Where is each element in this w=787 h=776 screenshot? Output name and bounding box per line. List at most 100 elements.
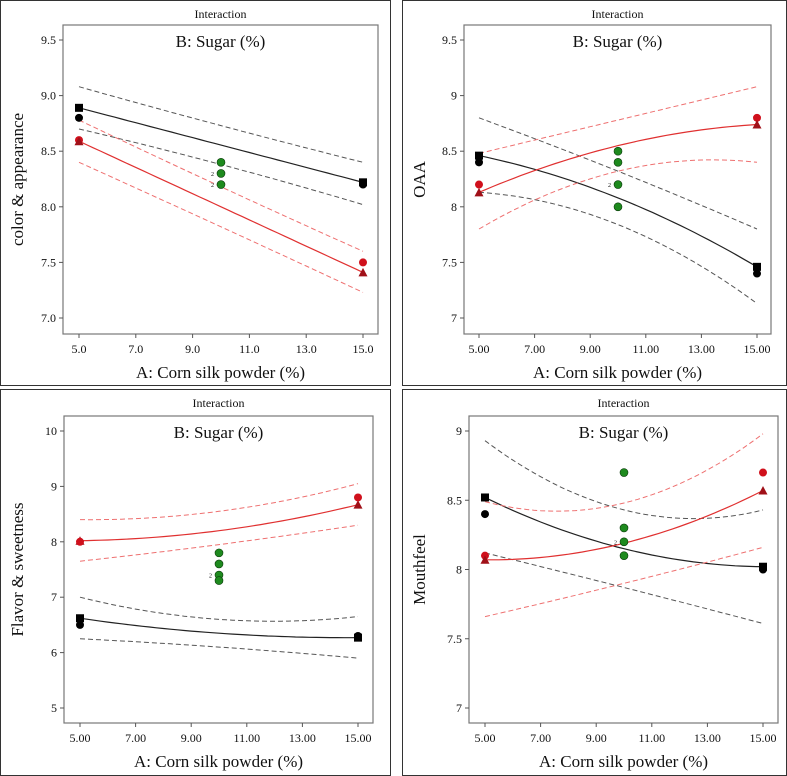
ci-upper-red — [79, 483, 359, 521]
y-tick-label: 5 — [51, 701, 57, 715]
y-tick-label: 7 — [456, 701, 462, 715]
data-point-circle — [759, 565, 767, 574]
chart-panel-mouthfeel: Interaction B: Sugar (%) 7 7.5 8 8.5 9 5.00 7.00… — [402, 389, 787, 776]
data-point-triangle — [74, 136, 84, 146]
x-tick-label: 7.0 — [128, 342, 143, 356]
point-count-label: 2 — [211, 183, 214, 189]
data-point-triangle — [358, 267, 368, 277]
y-tick-label: 9.5 — [41, 33, 56, 47]
x-tick-label: 9.0 — [185, 342, 200, 356]
y-tick-label: 7.5 — [41, 255, 56, 269]
x-tick-label: 11.00 — [633, 342, 660, 356]
ci-upper-red — [484, 433, 764, 512]
ci-lower-black — [79, 638, 359, 659]
x-tick-label: 11.00 — [234, 731, 261, 745]
point-count-label: 2 — [209, 574, 212, 580]
chart-header: Interaction — [193, 396, 245, 410]
ci-lower-red — [79, 524, 359, 562]
data-point-circle — [759, 468, 767, 477]
data-point-circle — [613, 180, 623, 189]
y-tick-label: 8 — [451, 200, 457, 214]
x-tick-label: 9.00 — [580, 342, 601, 356]
y-tick-label: 7 — [451, 311, 457, 325]
data-point-triangle — [474, 187, 484, 197]
y-tick-label: 9 — [456, 424, 462, 438]
data-point-circle — [619, 468, 629, 477]
data-point-circle — [354, 631, 362, 640]
point-count-label: 2 — [614, 540, 617, 546]
x-tick-label: 5.0 — [72, 342, 87, 356]
x-tick-label: 13.0 — [296, 342, 317, 356]
y-tick-label: 8.0 — [41, 200, 56, 214]
y-tick-label: 7.5 — [447, 632, 462, 646]
y-tick-label: 8.5 — [442, 144, 457, 158]
x-tick-label: 5.00 — [469, 342, 490, 356]
y-tick-label: 7 — [51, 590, 57, 604]
chart-panel-flavor-sweetness: Interaction B: Sugar (%) 5 6 7 8 9 10 5.00 7.00 9.… — [0, 389, 391, 776]
y-tick-label: 9 — [51, 479, 57, 493]
fit-line-red — [78, 140, 364, 273]
data-point-circle — [475, 158, 483, 167]
data-point-square — [475, 151, 483, 160]
x-tick-label: 11.00 — [639, 731, 666, 745]
y-axis-label: Mouthfeel — [410, 534, 429, 605]
x-tick-label: 9.00 — [181, 731, 202, 745]
x-axis-label: A: Corn silk powder (%) — [134, 752, 303, 771]
data-point-circle — [75, 113, 83, 122]
ci-upper-black — [78, 86, 364, 163]
ci-upper-black — [79, 596, 359, 622]
chart-title: B: Sugar (%) — [174, 423, 264, 442]
y-tick-label: 7.0 — [41, 311, 56, 325]
chart-svg: Interaction B: Sugar (%) 7 7.5 8 8.5 9 5.00 7.00… — [410, 396, 779, 771]
x-tick-label: 13.00 — [694, 731, 721, 745]
data-point-triangle — [758, 486, 768, 495]
x-axis-label: A: Corn silk powder (%) — [539, 752, 708, 771]
chart-header: Interaction — [592, 7, 644, 21]
data-point-circle — [475, 180, 483, 189]
chart-svg: Interaction B: Sugar (%) 7.0 7.5 8.0 8.5 9.0 9.… — [8, 7, 379, 382]
chart-header: Interaction — [598, 396, 650, 410]
plot-frame — [463, 24, 772, 335]
data-point-circle — [753, 269, 761, 278]
ci-upper-black — [478, 117, 758, 230]
chart-panel-oaa: Interaction B: Sugar (%) 7 7.5 8 8.5 9 9.5 5.00 7… — [402, 0, 787, 386]
data-point-square — [75, 103, 83, 112]
chart-title: B: Sugar (%) — [573, 32, 663, 51]
y-tick-label: 7.5 — [442, 255, 457, 269]
ci-lower-red — [78, 161, 364, 293]
x-tick-label: 13.00 — [688, 342, 715, 356]
data-point-square — [481, 493, 489, 502]
y-tick-label: 8 — [456, 563, 462, 577]
data-point-triangle — [752, 120, 762, 129]
data-point-triangle — [353, 500, 363, 509]
y-tick-label: 8.5 — [41, 144, 56, 158]
point-count-label: 2 — [211, 172, 214, 178]
ci-lower-black — [484, 552, 764, 624]
data-point-circle — [214, 559, 224, 569]
data-point-circle — [619, 551, 629, 560]
x-axis-label: A: Corn silk powder (%) — [533, 363, 702, 382]
chart-title: B: Sugar (%) — [176, 32, 266, 51]
data-point-circle — [216, 158, 226, 167]
ci-lower-black — [78, 128, 364, 206]
chart-panel-color-appearance: Interaction B: Sugar (%) 7.0 7.5 8.0 8.5 9.0 9.… — [0, 0, 391, 386]
x-tick-label: 5.00 — [70, 731, 91, 745]
y-tick-label: 8.5 — [447, 493, 462, 507]
data-point-circle — [216, 180, 226, 189]
data-point-square — [76, 614, 84, 623]
plot-frame — [62, 24, 379, 335]
x-tick-label: 5.00 — [475, 731, 496, 745]
data-point-circle — [613, 146, 623, 156]
data-point-circle — [613, 202, 623, 212]
plot-frame — [63, 415, 374, 724]
data-point-circle — [359, 180, 367, 189]
y-tick-label: 6 — [51, 646, 57, 660]
y-tick-label: 9 — [451, 89, 457, 103]
x-tick-label: 7.00 — [524, 342, 545, 356]
x-tick-label: 15.0 — [353, 342, 374, 356]
y-axis-label: Flavor & sweetness — [8, 502, 27, 636]
data-point-circle — [354, 493, 362, 502]
fit-line-black — [484, 496, 764, 568]
x-tick-label: 13.00 — [289, 731, 316, 745]
data-point-circle — [216, 169, 226, 178]
